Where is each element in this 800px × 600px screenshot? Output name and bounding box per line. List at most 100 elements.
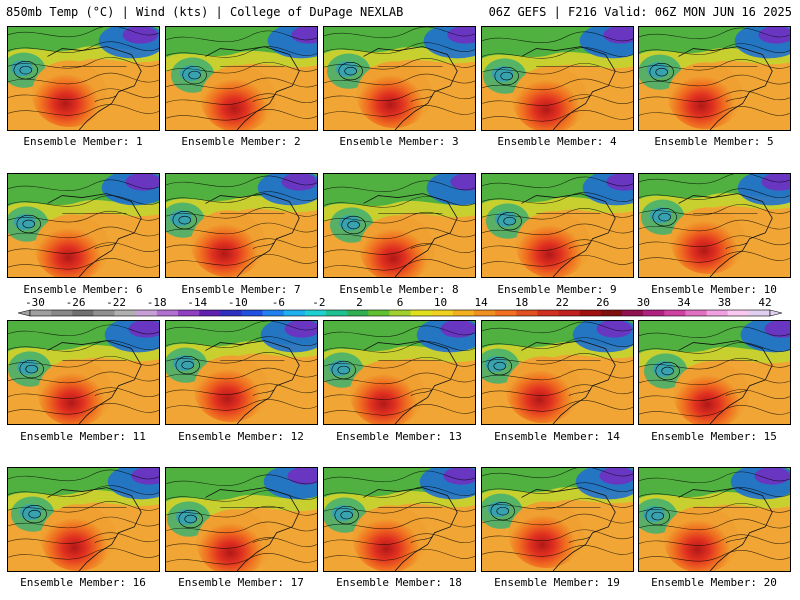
colorbar-arrow-left	[17, 309, 31, 317]
map-image	[166, 27, 317, 130]
colorbar-tick-label: 42	[758, 296, 771, 309]
map-image	[324, 27, 475, 130]
map-image	[324, 174, 475, 277]
temperature-colorbar: -30 -26 -22 -18 -14 -10 -6 -2 2 6 10 14 18 22 26 30 34 38…	[17, 296, 783, 317]
colorbar-swatch	[326, 310, 348, 316]
colorbar-swatch	[283, 310, 306, 316]
map-image	[482, 174, 633, 277]
ensemble-member-map	[323, 173, 476, 278]
colorbar-swatch	[262, 310, 285, 316]
colorbar-tick-label: 6	[397, 296, 404, 309]
ensemble-member-label: Ensemble Member: 19	[494, 576, 620, 589]
map-image	[324, 321, 475, 424]
colorbar-swatch	[706, 310, 729, 316]
colorbar-arrow-right	[769, 309, 783, 317]
colorbar-swatch	[748, 310, 771, 316]
map-image	[8, 27, 159, 130]
ensemble-member-label: Ensemble Member: 11	[20, 430, 146, 443]
ensemble-member-map	[323, 467, 476, 572]
colorbar-tick-label: -30	[25, 296, 45, 309]
colorbar-swatch	[664, 310, 686, 316]
ensemble-member-map	[165, 26, 318, 131]
colorbar-tick-label: -22	[106, 296, 126, 309]
colorbar-swatch	[199, 310, 221, 316]
map-image	[482, 468, 633, 571]
ensemble-member-map	[323, 26, 476, 131]
colorbar-swatch	[643, 310, 665, 316]
colorbar-swatch	[114, 310, 137, 316]
colorbar-swatch	[347, 310, 369, 316]
ensemble-member-map	[7, 173, 160, 278]
colorbar-tick-label: 18	[515, 296, 528, 309]
ensemble-member-label: Ensemble Member: 12	[178, 430, 304, 443]
ensemble-member-label: Ensemble Member: 13	[336, 430, 462, 443]
ensemble-member-map	[638, 467, 791, 572]
ensemble-member-label: Ensemble Member: 16	[20, 576, 146, 589]
colorbar-swatch	[537, 310, 559, 316]
ensemble-member-map	[165, 467, 318, 572]
colorbar-swatch	[30, 310, 52, 316]
ensemble-member-label: Ensemble Member: 9	[497, 283, 617, 296]
ensemble-member-map	[7, 320, 160, 425]
ensemble-member-map	[165, 173, 318, 278]
map-image	[166, 321, 317, 424]
colorbar-swatch	[474, 310, 496, 316]
ensemble-member-map	[638, 26, 791, 131]
colorbar-tick-label: -18	[147, 296, 167, 309]
colorbar-swatch	[558, 310, 581, 316]
map-image	[639, 174, 790, 277]
colorbar-swatch	[452, 310, 475, 316]
colorbar-tick-label: -14	[187, 296, 207, 309]
colorbar-swatch	[600, 310, 623, 316]
colorbar-swatch	[51, 310, 73, 316]
colorbar-tick-label: 22	[556, 296, 569, 309]
map-image	[482, 27, 633, 130]
map-image	[8, 174, 159, 277]
colorbar-swatch	[685, 310, 707, 316]
ensemble-member-label: Ensemble Member: 1	[23, 135, 143, 148]
map-image	[166, 174, 317, 277]
map-image	[639, 27, 790, 130]
colorbar-tick-label: 2	[356, 296, 363, 309]
ensemble-member-label: Ensemble Member: 10	[651, 283, 777, 296]
ensemble-member-label: Ensemble Member: 8	[339, 283, 459, 296]
ensemble-member-map	[7, 26, 160, 131]
map-image	[639, 321, 790, 424]
ensemble-member-map	[638, 173, 791, 278]
ensemble-member-map	[481, 320, 634, 425]
colorbar-swatch	[135, 310, 158, 316]
colorbar-swatch	[389, 310, 411, 316]
map-image	[166, 468, 317, 571]
colorbar-swatch	[431, 310, 454, 316]
colorbar-tick-label: 14	[474, 296, 488, 309]
ensemble-member-label: Ensemble Member: 4	[497, 135, 617, 148]
colorbar-swatch	[727, 310, 750, 316]
ensemble-member-map	[481, 26, 634, 131]
colorbar-swatch	[368, 310, 390, 316]
ensemble-member-map	[481, 173, 634, 278]
ensemble-member-map	[323, 320, 476, 425]
colorbar-swatch	[72, 310, 94, 316]
ensemble-member-label: Ensemble Member: 2	[181, 135, 301, 148]
product-title: 850mb Temp (°C) | Wind (kts) | College o…	[6, 5, 404, 19]
run-valid-time: 06Z GEFS | F216 Valid: 06Z MON JUN 16 20…	[488, 5, 792, 19]
colorbar-tick-label: 30	[637, 296, 650, 309]
colorbar-tick-label: -2	[312, 296, 325, 309]
colorbar-tick-label: -10	[228, 296, 248, 309]
ensemble-member-label: Ensemble Member: 18	[336, 576, 462, 589]
colorbar-swatch	[495, 310, 517, 316]
ensemble-member-label: Ensemble Member: 3	[339, 135, 459, 148]
ensemble-member-map	[7, 467, 160, 572]
ensemble-member-map	[481, 467, 634, 572]
colorbar-swatch	[241, 310, 263, 316]
colorbar-tick-label: 38	[718, 296, 731, 309]
ensemble-member-label: Ensemble Member: 5	[654, 135, 774, 148]
colorbar-tick-label: 34	[677, 296, 691, 309]
map-image	[8, 321, 159, 424]
ensemble-member-label: Ensemble Member: 20	[651, 576, 777, 589]
colorbar-swatch	[579, 310, 602, 316]
ensemble-member-map	[165, 320, 318, 425]
colorbar-tick-label: 10	[434, 296, 447, 309]
colorbar-swatch	[622, 310, 644, 316]
colorbar-tick-label: -6	[272, 296, 285, 309]
